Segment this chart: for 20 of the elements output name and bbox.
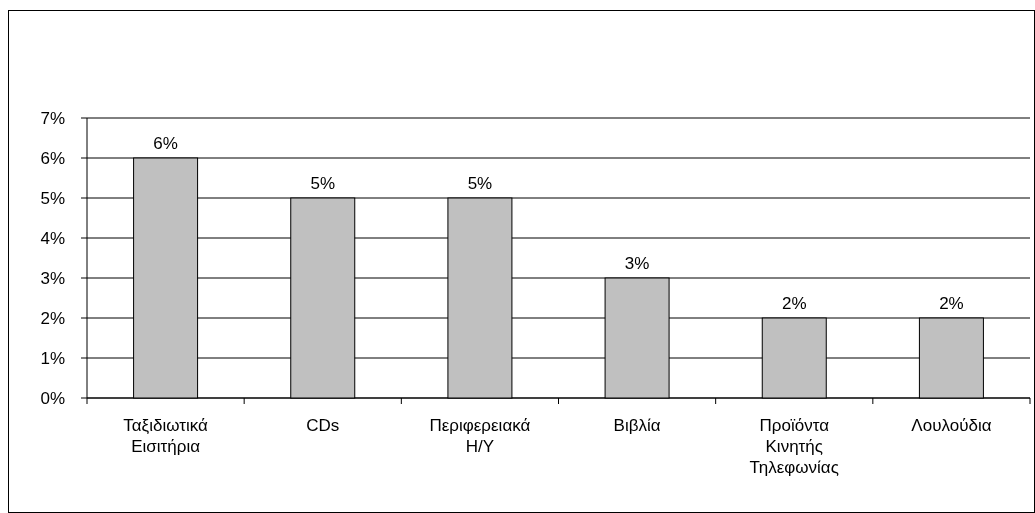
data-label: 5% xyxy=(310,174,336,193)
y-tick-label: 0% xyxy=(40,388,65,408)
y-tick-label: 1% xyxy=(40,348,65,368)
x-tick-label: Ταξιδιωτικά Εισιτήρια xyxy=(123,416,209,456)
y-tick-label: 2% xyxy=(40,308,65,328)
y-tick-label: 4% xyxy=(40,228,65,248)
y-tick-label: 6% xyxy=(40,148,65,168)
x-tick-label: Προϊόντα Κινητής Τηλεφωνίας xyxy=(749,416,839,477)
data-label: 3% xyxy=(624,254,650,273)
y-tick-label: 3% xyxy=(40,268,65,288)
data-label: 6% xyxy=(153,134,178,153)
data-label: 2% xyxy=(939,294,964,313)
x-tick-label: Λουλούδια xyxy=(911,416,992,435)
x-tick-label: Περιφερειακά Η/Υ xyxy=(429,416,531,456)
data-label: 5% xyxy=(467,174,493,193)
x-tick-label: Βιβλία xyxy=(613,416,661,435)
x-tick-label: CDs xyxy=(306,416,340,435)
data-label: 2% xyxy=(781,294,807,313)
y-tick-label: 7% xyxy=(40,108,65,128)
y-tick-label: 5% xyxy=(40,188,65,208)
